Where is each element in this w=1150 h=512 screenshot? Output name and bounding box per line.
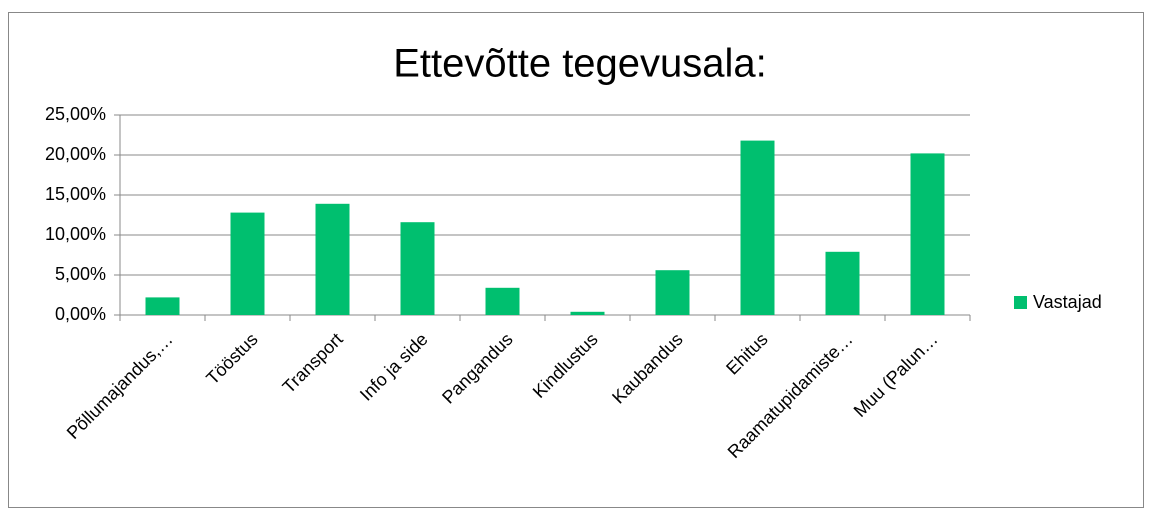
bar (740, 140, 775, 315)
legend-label: Vastajad (1033, 292, 1102, 312)
y-tick-label: 5,00% (55, 264, 106, 284)
bar (400, 222, 435, 315)
bar (485, 287, 520, 315)
bar (145, 297, 180, 315)
bar (655, 270, 690, 315)
bar (910, 153, 945, 315)
chart-frame (8, 12, 1144, 508)
chart-title: Ettevõtte tegevusala: (393, 42, 767, 86)
y-tick-label: 20,00% (45, 144, 106, 164)
y-tick-label: 0,00% (55, 304, 106, 324)
bar (570, 311, 605, 315)
y-tick-label: 15,00% (45, 184, 106, 204)
bar (315, 203, 350, 315)
y-tick-label: 25,00% (45, 104, 106, 124)
legend-swatch (1014, 296, 1027, 309)
bar (825, 251, 860, 315)
y-tick-label: 10,00% (45, 224, 106, 244)
bar (230, 212, 265, 315)
